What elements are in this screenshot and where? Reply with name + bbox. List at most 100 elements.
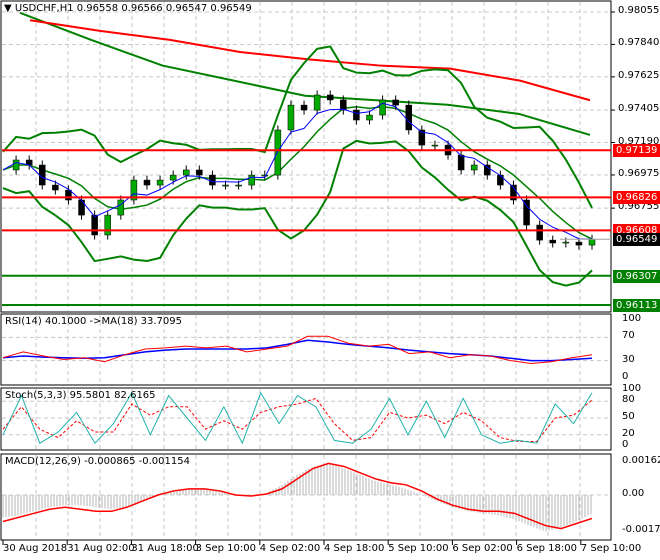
candle-body (52, 184, 59, 191)
candle-body (65, 189, 72, 201)
time-axis-label: 3 Sep 10:00 (195, 543, 256, 554)
candle-body (353, 109, 360, 121)
rsi-line (2, 335, 593, 365)
candle-body (523, 199, 530, 226)
price-axis-label: 0.98055 (618, 5, 660, 16)
candle-body (12, 159, 20, 171)
candle-body (562, 241, 570, 244)
bollinger-middle-band (2, 105, 593, 240)
stoch-axis-label: 100 (622, 383, 642, 394)
rsi-axis-label: 0 (622, 371, 629, 382)
candle-body (379, 99, 386, 116)
candle-body (431, 144, 439, 147)
price-axis-label: 0.96975 (618, 167, 660, 179)
candle-body (209, 174, 216, 186)
candle-body (457, 154, 465, 171)
candle-body (313, 94, 321, 111)
candle-body (222, 184, 229, 187)
symbol-label: USDCHF,H1 (14, 3, 74, 14)
candle-body (405, 104, 413, 131)
price-axis-label: 0.97625 (618, 69, 660, 81)
stoch-title: Stoch(5,3,3) 95.5801 82.6165 (5, 390, 156, 401)
high-value: 0.96566 (121, 3, 163, 14)
macd-axis-label: 0.00 (622, 488, 645, 499)
price-axis-label: 0.96755 (618, 201, 660, 213)
rsi-axis-label: 100 (622, 313, 642, 324)
time-axis-label: 6 Sep 18:00 (516, 543, 577, 554)
rsi-title: RSI(14) 40.1000 ->MA(18) 33.7095 (5, 316, 182, 327)
candle-body (287, 104, 295, 131)
candle-body (104, 214, 111, 236)
level-price-tag: 0.96113 (613, 299, 660, 312)
candle-body (497, 174, 504, 186)
current-price-tag: 0.96549 (613, 233, 660, 247)
candle-body (588, 238, 596, 246)
rsi-axis-label: 70 (622, 330, 635, 342)
stoch-axis-label: 50 (622, 411, 635, 422)
candle-body (235, 184, 242, 187)
candle-body (418, 129, 426, 146)
time-axis-label: 4 Sep 18:00 (324, 543, 385, 554)
candle-body (143, 179, 151, 186)
time-axis-label: 7 Sep 10:00 (580, 543, 642, 554)
bollinger-lower-band (2, 139, 593, 287)
candle-body (196, 169, 203, 176)
candle-body (248, 174, 255, 186)
candle-body (274, 129, 282, 176)
ma-fast-blue-line (2, 102, 593, 240)
panel-frame (0, 387, 612, 451)
stoch-signal-line (2, 397, 593, 443)
stoch-axis-label: 80 (622, 394, 635, 406)
stoch-axis-label: 20 (622, 427, 635, 439)
candle-body (484, 164, 491, 176)
time-axis-label: 6 Sep 02:00 (452, 543, 513, 554)
panel-frame (0, 313, 612, 386)
price-axis-label: 0.97190 (618, 135, 660, 147)
rsi-ma-line (2, 339, 593, 362)
low-value: 0.96547 (165, 3, 208, 14)
candle-body (326, 94, 334, 101)
candle-body (130, 179, 138, 201)
time-axis-label: 5 Sep 10:00 (388, 543, 449, 554)
candle-body (156, 179, 164, 186)
slow-ma-red-line (29, 19, 591, 102)
time-axis-label: 31 Aug 18:00 (131, 543, 199, 554)
candle-body (182, 169, 190, 176)
candle-body (549, 239, 556, 244)
candle-body (91, 214, 98, 236)
candle-body (78, 199, 85, 216)
panel-frame (0, 453, 612, 541)
macd-signal-line (2, 462, 593, 530)
time-axis-label: 30 Aug 2018 (3, 543, 68, 554)
time-axis-label: 31 Aug 02:00 (67, 543, 135, 554)
close-value: 0.96549 (210, 3, 252, 14)
macd-axis-label: -0.001774 (622, 524, 660, 536)
macd-title: MACD(12,26,9) -0.000865 -0.001154 (5, 456, 190, 467)
candle-body (536, 224, 543, 241)
price-axis-label: 0.97840 (618, 37, 660, 49)
level-price-tag: 0.97139 (613, 144, 660, 158)
stoch-main-line (2, 391, 593, 445)
candle-body (117, 199, 125, 216)
candle-body (340, 99, 347, 111)
candle-body (169, 174, 177, 181)
chart-header: ▼ USDCHF,H1 0.96558 0.96566 0.96547 0.96… (4, 3, 252, 14)
candle-body (392, 99, 399, 106)
open-value: 0.96558 (76, 3, 119, 14)
candle-body (470, 164, 478, 171)
candle-body (366, 114, 373, 121)
level-price-tag: 0.96307 (613, 269, 660, 283)
candle-body (261, 174, 269, 177)
candle-body (300, 104, 308, 111)
collapse-triangle-icon[interactable]: ▼ (4, 3, 12, 14)
macd-axis-label: 0.00162 (622, 455, 660, 466)
level-price-tag: 0.96826 (613, 191, 660, 205)
rsi-axis-label: 30 (622, 353, 635, 365)
panel-frame (0, 0, 612, 313)
stoch-axis-label: 0 (622, 439, 629, 450)
slow-ma-green-line (19, 11, 591, 136)
price-axis-label: 0.97405 (618, 103, 660, 115)
candle-body (575, 241, 583, 246)
